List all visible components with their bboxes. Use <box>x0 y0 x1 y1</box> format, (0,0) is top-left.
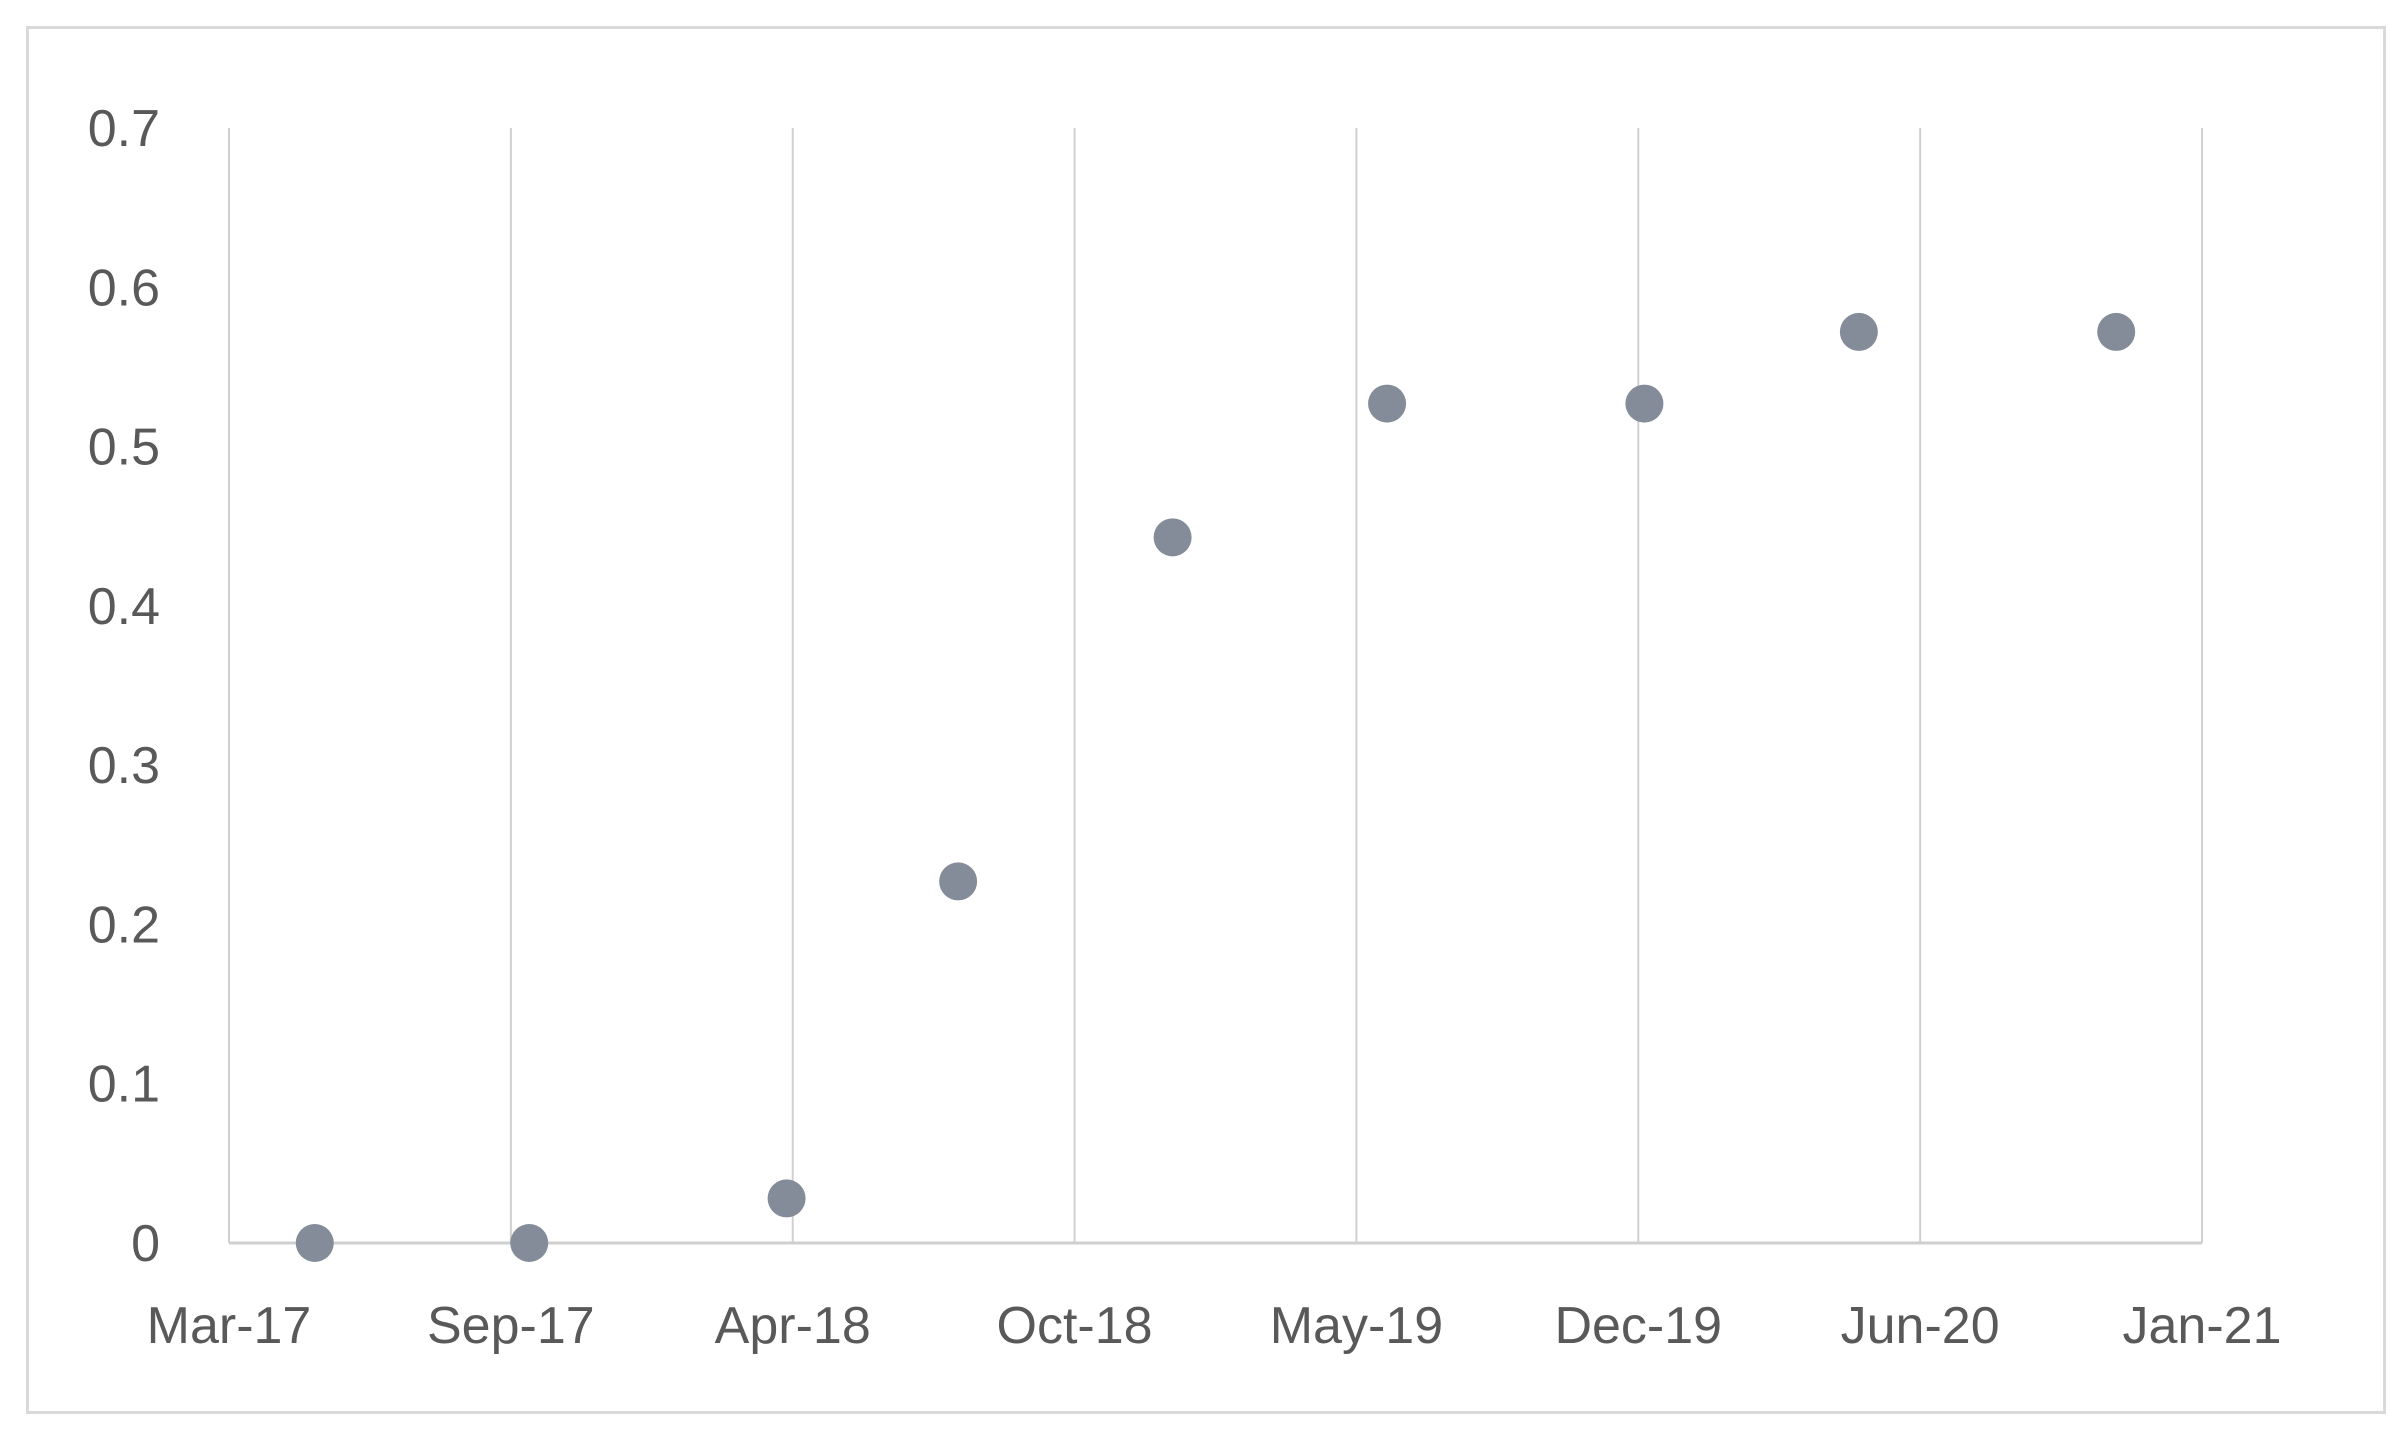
x-tick-label: Dec-19 <box>1554 1297 1722 1355</box>
data-point <box>1839 312 1878 351</box>
y-tick-label: 0.7 <box>88 100 160 158</box>
x-tick-label: Jun-20 <box>1841 1297 2000 1355</box>
data-point <box>2097 312 2136 351</box>
data-point <box>1153 518 1192 557</box>
data-point <box>939 862 978 901</box>
data-point <box>1625 384 1664 423</box>
x-tick-label: Sep-17 <box>427 1297 595 1355</box>
x-tick-label: Apr-18 <box>715 1297 871 1355</box>
chart-frame <box>26 26 2386 1414</box>
data-point <box>767 1179 806 1218</box>
y-tick-labels: 0 0.1 0.2 0.3 0.4 0.5 0.6 0.7 <box>88 100 160 1273</box>
data-point <box>510 1224 549 1262</box>
x-tick-label: Mar-17 <box>147 1297 312 1355</box>
y-tick-label: 0.1 <box>88 1056 160 1114</box>
x-tick-labels: Mar-17 Sep-17 Apr-18 Oct-18 May-19 Dec-19 Jun-… <box>147 1297 2282 1355</box>
y-tick-label: 0.3 <box>88 737 160 795</box>
x-tick-label: May-19 <box>1270 1297 1443 1355</box>
data-point <box>1368 384 1407 423</box>
y-tick-label: 0.5 <box>88 419 160 477</box>
grid-layer <box>228 128 2203 1243</box>
y-tick-label: 0.2 <box>88 896 160 954</box>
data-point <box>295 1224 334 1262</box>
x-tick-label: Jan-21 <box>2123 1297 2282 1355</box>
x-tick-label: Oct-18 <box>997 1297 1153 1355</box>
y-tick-label: 0 <box>131 1215 160 1273</box>
data-points <box>295 312 2136 1262</box>
y-tick-label: 0.4 <box>88 578 160 636</box>
y-tick-label: 0.6 <box>88 259 160 317</box>
